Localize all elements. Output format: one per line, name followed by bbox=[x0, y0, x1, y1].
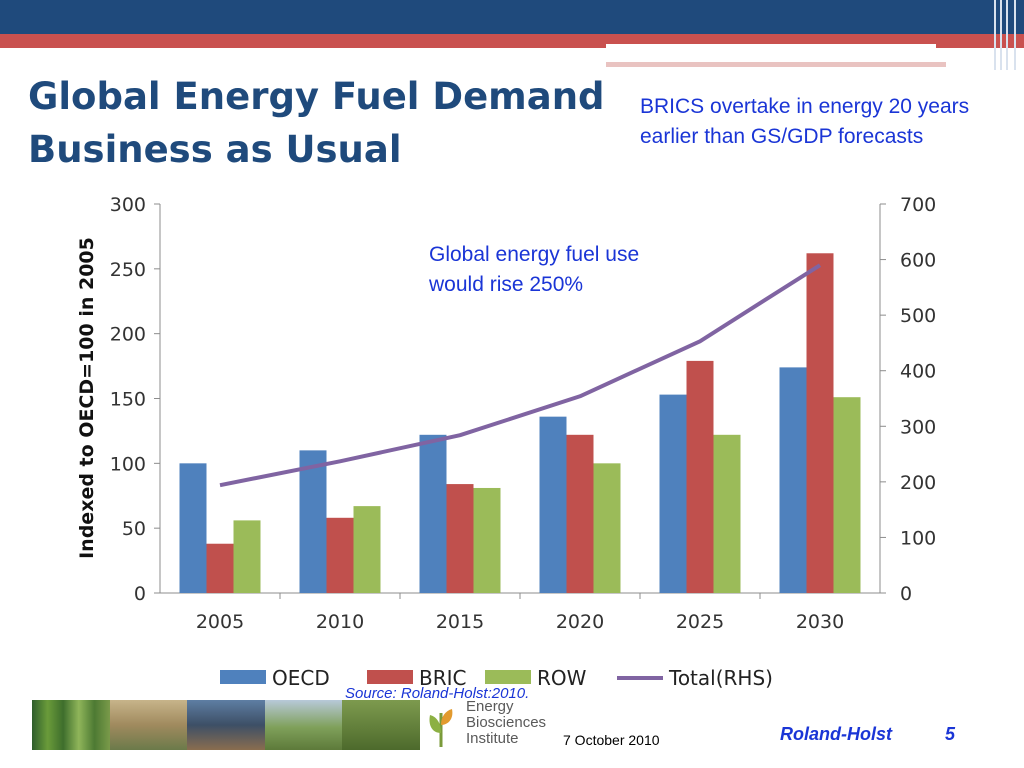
bar-oecd bbox=[659, 394, 687, 593]
y2-tick-label: 700 bbox=[900, 194, 936, 216]
slide-author: Roland-Holst bbox=[780, 724, 892, 744]
x-tick-label: 2020 bbox=[556, 611, 604, 633]
y-tick-label: 0 bbox=[134, 583, 146, 605]
y2-tick-label: 0 bbox=[900, 583, 912, 605]
bar-oecd bbox=[539, 416, 567, 593]
y-tick-label: 250 bbox=[110, 259, 146, 281]
x-tick-label: 2010 bbox=[316, 611, 364, 633]
legend-label: ROW bbox=[537, 666, 587, 690]
total-line bbox=[219, 263, 822, 488]
bar-row bbox=[593, 463, 621, 593]
header-strip-light bbox=[606, 62, 946, 67]
footer-photo-crops bbox=[32, 700, 110, 750]
chart-annotation: Global energy fuel use would rise 250% bbox=[429, 243, 640, 296]
logo-text-line2: Biosciences bbox=[466, 714, 547, 731]
logo-text-line3: Institute bbox=[466, 730, 519, 747]
x-tick-label: 2025 bbox=[676, 611, 724, 633]
bar-row bbox=[473, 487, 501, 593]
bar-bric bbox=[566, 434, 594, 593]
bar-bric bbox=[446, 484, 474, 593]
x-tick-label: 2030 bbox=[796, 611, 844, 633]
institute-logo-icon bbox=[429, 709, 453, 747]
footer-photo-strip bbox=[32, 700, 420, 750]
slide-date: 7 October 2010 bbox=[563, 732, 660, 748]
footer-photo-farm bbox=[264, 700, 343, 750]
header-strip-thin bbox=[606, 57, 946, 60]
legend-swatch-oecd bbox=[220, 670, 266, 684]
y-tick-label: 200 bbox=[110, 324, 146, 346]
bar-bric bbox=[806, 253, 834, 594]
bar-row bbox=[233, 520, 261, 593]
legend-label: OECD bbox=[272, 666, 330, 690]
legend-label: Total(RHS) bbox=[668, 666, 773, 690]
top-note: BRICS overtake in energy 20 years earlie… bbox=[640, 95, 970, 148]
y-tick-label: 300 bbox=[110, 194, 146, 216]
legend-swatch-bric bbox=[367, 670, 413, 684]
slide-title-line2: Business as Usual bbox=[28, 128, 402, 171]
y-tick-label: 100 bbox=[110, 453, 146, 475]
y2-tick-label: 100 bbox=[900, 527, 936, 549]
slide-title: Global Energy Fuel Demand Business as Us… bbox=[28, 70, 605, 176]
bar-oecd bbox=[179, 463, 207, 593]
footer-photo-industry bbox=[187, 700, 265, 750]
y2-tick-label: 600 bbox=[900, 250, 936, 272]
bar-oecd bbox=[419, 434, 447, 593]
bar-bric bbox=[206, 543, 234, 593]
legend-label: BRIC bbox=[419, 666, 466, 690]
y2-tick-label: 200 bbox=[900, 472, 936, 494]
footer-photo-plants bbox=[342, 700, 420, 750]
y2-tick-label: 300 bbox=[900, 416, 936, 438]
legend-swatch-row bbox=[485, 670, 531, 684]
header-vertical-lines bbox=[990, 0, 1024, 70]
bar-oecd bbox=[299, 450, 327, 593]
bar-bric bbox=[686, 360, 714, 593]
source-note: Source: Roland-Holst:2010. bbox=[345, 685, 530, 702]
logo-text-line1: Energy bbox=[466, 698, 514, 715]
bar-oecd bbox=[779, 367, 807, 593]
y2-tick-label: 400 bbox=[900, 361, 936, 383]
page-number: 5 bbox=[945, 724, 956, 744]
header-band bbox=[0, 0, 1024, 34]
header-strip bbox=[606, 44, 936, 52]
institute-logo-text: Energy Biosciences Institute bbox=[466, 699, 546, 747]
bar-row bbox=[833, 397, 861, 593]
bar-bric bbox=[326, 517, 354, 593]
y-tick-label: 150 bbox=[110, 389, 146, 411]
y-axis-title: Indexed to OECD=100 in 2005 bbox=[76, 237, 98, 559]
x-tick-label: 2005 bbox=[196, 611, 244, 633]
y2-tick-label: 500 bbox=[900, 305, 936, 327]
y-tick-label: 50 bbox=[122, 518, 146, 540]
bar-row bbox=[353, 506, 381, 593]
x-tick-label: 2015 bbox=[436, 611, 484, 633]
energy-demand-chart: 0 50 100 150 200 250 300 0 100 200 300 400 500 600 700… bbox=[76, 194, 936, 690]
slide-title-line1: Global Energy Fuel Demand bbox=[28, 75, 605, 118]
bar-row bbox=[713, 434, 741, 593]
footer-photo-field bbox=[109, 700, 188, 750]
